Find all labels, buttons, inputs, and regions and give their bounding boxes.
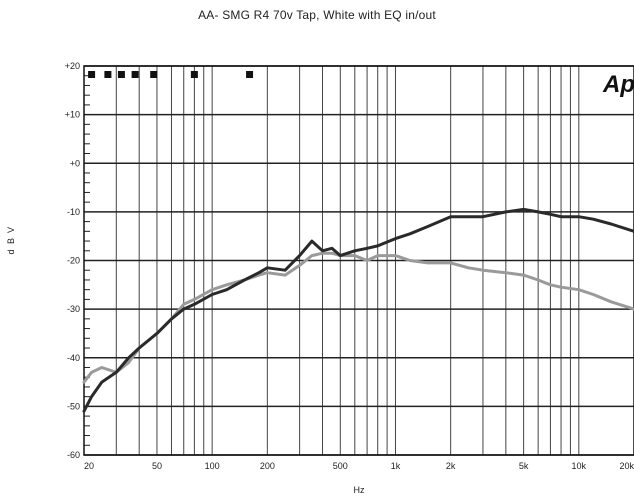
brand-logo: Ap [602,71,634,98]
y-tick-label: +10 [65,110,80,120]
y-axis-label: dBV [6,227,16,255]
series-lines [82,207,634,413]
y-tick-label: +20 [65,61,80,71]
y-tick-label: -40 [67,353,80,363]
top-markers [88,71,254,78]
y-tick-label: -50 [67,401,80,411]
top-marker [190,71,198,78]
y-tick-label: -30 [67,304,80,314]
top-marker [131,71,139,78]
x-tick-label: 50 [152,461,162,471]
top-marker [246,71,254,78]
y-tick-label: -10 [67,207,80,217]
y-tick-label: +0 [70,158,80,168]
x-tick-labels: 20 50 100 200 500 1k 2k 5k 10k 20k [84,461,634,471]
series-line [82,251,634,384]
x-tick-label: 1k [391,461,401,471]
y-tick-label: -60 [67,450,80,460]
x-tick-label: 2k [446,461,456,471]
x-axis-label: Hz [354,485,365,495]
x-tick-label: 20 [84,461,94,471]
x-tick-label: 500 [333,461,348,471]
x-tick-label: 200 [260,461,275,471]
top-marker [88,71,96,78]
top-marker [104,71,112,78]
chart-title: AA- SMG R4 70v Tap, White with EQ in/out [198,8,436,22]
major-gridlines [84,65,634,456]
series-line [82,207,634,413]
plot-frame [83,65,634,456]
x-tick-label: 10k [572,461,587,471]
y-tick-labels: +20 +10 +0 -10 -20 -30 -40 -50 -60 [65,61,80,460]
x-tick-label: 20k [619,461,634,471]
top-marker [150,71,158,78]
y-tick-label: -20 [67,256,80,266]
y-axis-label-char: d [6,249,16,254]
y-axis-label-char: V [6,227,16,233]
y-axis-label-char: B [6,238,16,244]
x-tick-label: 5k [519,461,529,471]
top-marker [117,71,125,78]
x-tick-label: 100 [205,461,220,471]
